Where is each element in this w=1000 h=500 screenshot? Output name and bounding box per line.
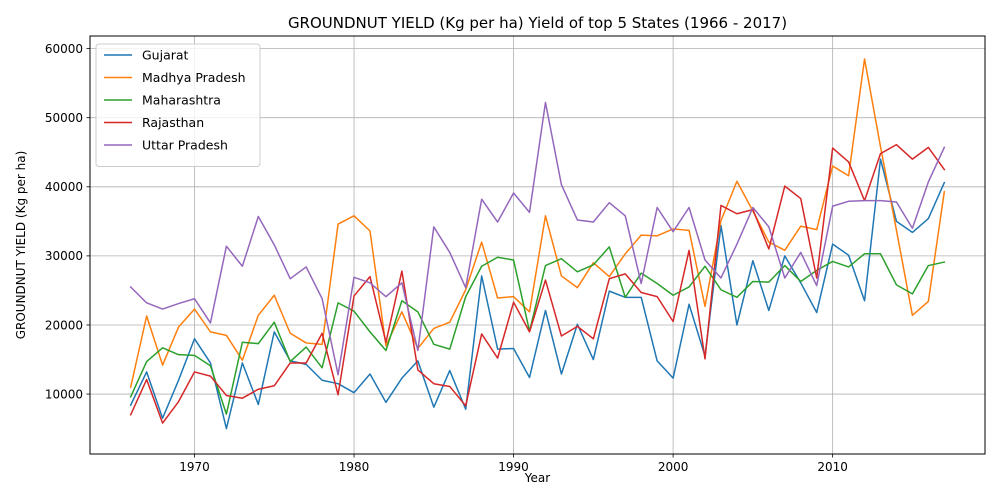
legend: Gujarat Madhya Pradesh Maharashtra Rajastha… [95,43,261,167]
series-layer [129,58,946,430]
grid [90,36,985,454]
x-axis: 1970 1980 1990 2000 2010 [179,454,848,474]
x-tick-label: 1980 [339,460,370,474]
series-line-gujarat [129,158,946,430]
chart-title: GROUNDNUT YIELD (Kg per ha) Yield of top… [288,14,787,32]
x-tick-label: 2000 [658,460,689,474]
y-tick-label: 20000 [45,318,83,332]
x-tick-label: 2010 [817,460,848,474]
series-line-rajasthan [129,143,946,424]
y-tick-label: 40000 [45,180,83,194]
legend-box [95,43,261,167]
plot-frame [89,35,986,455]
y-tick-label: 10000 [45,387,83,401]
legend-entry-label: Uttar Pradesh [142,138,228,153]
series-line-maharashtra [129,246,946,415]
y-axis: 10000 20000 30000 40000 50000 60000 [45,42,90,401]
legend-entry-label: Rajasthan [142,115,204,130]
legend-entry-label: Gujarat [142,48,189,63]
y-axis-label: GROUNDNUT YIELD (Kg per ha) [14,151,28,340]
y-tick-label: 50000 [45,111,83,125]
legend-entry-label: Madhya Pradesh [142,70,246,85]
x-axis-label: Year [524,471,550,485]
series-line-madhya-pradesh [129,58,946,389]
y-tick-label: 30000 [45,249,83,263]
x-tick-label: 1970 [179,460,210,474]
series-line-uttar-pradesh [129,101,946,376]
legend-entry-label: Maharashtra [142,93,221,108]
x-tick-label: 1990 [498,460,529,474]
y-tick-label: 60000 [45,42,83,56]
